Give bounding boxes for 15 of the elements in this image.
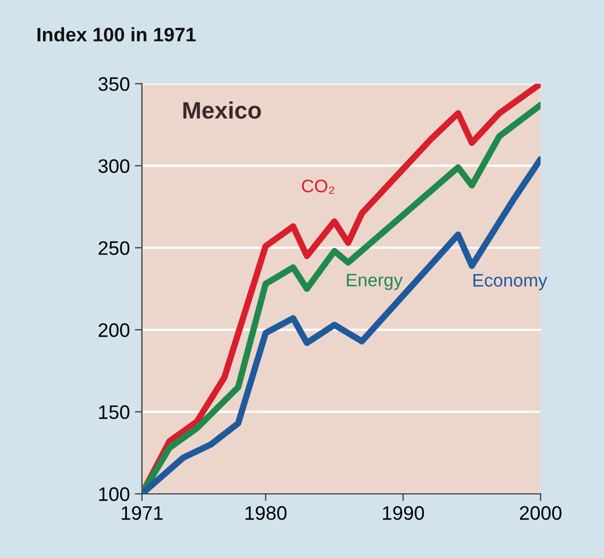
x-tick-label: 1980 bbox=[246, 506, 287, 520]
y-tick-label: 300 bbox=[98, 159, 130, 173]
y-axis-title: Index 100 in 1971 bbox=[38, 27, 196, 42]
x-tick-label: 1971 bbox=[122, 506, 163, 520]
x-tick-label: 2000 bbox=[520, 506, 562, 520]
y-tick-label: 250 bbox=[98, 241, 130, 255]
y-tick-label: 350 bbox=[98, 77, 130, 91]
text: Mexico bbox=[183, 101, 261, 119]
y-tick-label: 100 bbox=[99, 487, 130, 502]
y-tick-label: 200 bbox=[98, 323, 130, 338]
series-label: Economy bbox=[473, 274, 548, 290]
series-label: Energy bbox=[346, 274, 403, 290]
x-tick-label: 1990 bbox=[382, 506, 424, 520]
series-label: CO₂ bbox=[302, 180, 334, 194]
y-tick-label: 150 bbox=[99, 405, 130, 420]
